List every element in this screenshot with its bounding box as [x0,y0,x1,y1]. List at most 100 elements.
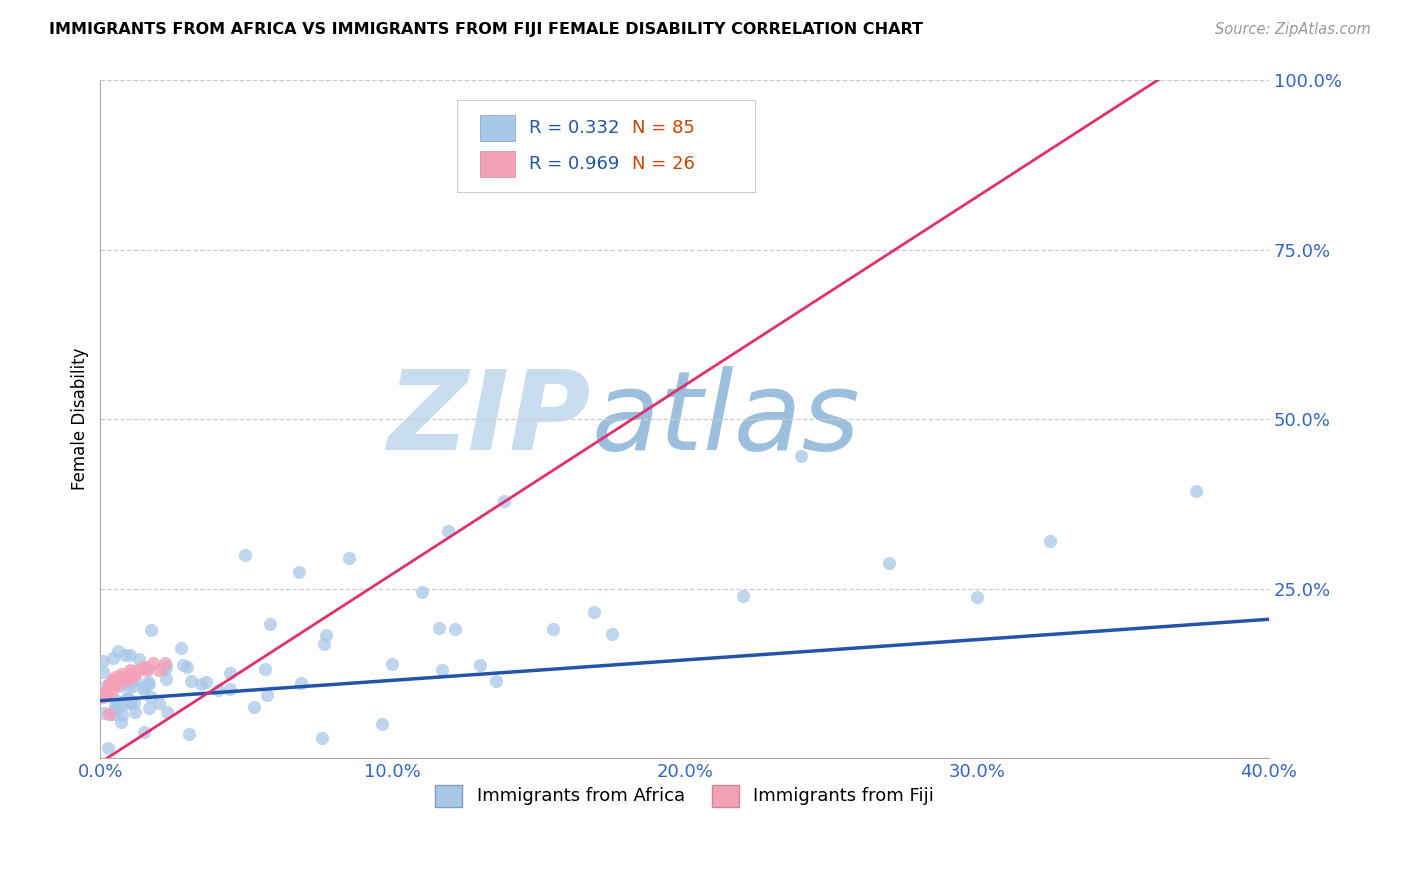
Point [96,680,118,694]
Point [104,670,127,684]
Point [731,590,754,604]
Point [156,706,179,720]
Point [91,690,114,705]
Point [104,692,127,706]
FancyBboxPatch shape [457,100,755,192]
Point [117,690,139,705]
Text: N = 26: N = 26 [633,155,695,173]
Text: IMMIGRANTS FROM AFRICA VS IMMIGRANTS FROM FIJI FEMALE DISABILITY CORRELATION CHA: IMMIGRANTS FROM AFRICA VS IMMIGRANTS FRO… [49,22,924,37]
Point [411,585,433,599]
Point [290,675,312,690]
Point [96,687,118,701]
Text: R = 0.969: R = 0.969 [529,155,620,173]
Point [101,683,124,698]
Point [120,696,142,710]
Point [136,663,159,677]
Point [132,683,155,698]
Point [877,556,900,570]
Point [259,616,281,631]
Point [371,717,394,731]
Point [98,680,121,694]
Point [118,663,141,677]
Point [128,651,150,665]
Point [110,715,132,730]
Point [118,666,141,681]
Point [115,691,138,706]
Point [121,670,143,684]
Point [468,658,491,673]
Point [91,654,114,668]
Point [138,674,160,689]
Point [494,493,516,508]
Point [177,727,200,741]
Point [315,628,337,642]
Point [172,658,194,673]
Point [253,661,276,675]
Point [103,706,125,721]
Text: R = 0.332: R = 0.332 [529,120,620,137]
Point [98,707,121,722]
Point [155,658,177,673]
Bar [479,115,515,141]
Point [136,661,159,675]
Point [124,705,146,719]
Point [311,731,333,745]
Point [110,679,132,693]
Point [1039,533,1062,548]
Point [107,673,129,688]
Point [218,666,240,681]
Point [180,673,202,688]
Point [111,708,134,723]
Point [243,700,266,714]
Y-axis label: Female Disability: Female Disability [72,348,89,491]
Point [118,648,141,662]
Point [443,622,465,636]
Point [432,664,454,678]
Point [104,703,127,717]
Point [112,698,135,712]
Point [256,688,278,702]
Point [104,677,127,691]
Point [288,565,311,579]
Point [104,673,127,687]
Point [314,637,336,651]
Point [91,665,114,679]
Point [790,450,813,464]
Point [194,674,217,689]
Point [966,590,988,604]
Point [148,663,170,677]
Point [103,650,125,665]
Point [600,627,623,641]
Text: N = 85: N = 85 [633,120,695,137]
Point [485,674,508,689]
Point [155,673,177,687]
Point [98,677,121,691]
Point [132,681,155,695]
Point [93,706,115,720]
Point [176,660,198,674]
Bar [479,152,515,177]
Point [170,640,193,655]
Point [115,673,138,688]
Point [101,673,124,688]
Point [138,701,160,715]
Point [141,624,163,638]
Point [110,670,132,684]
Point [148,696,170,710]
Point [190,676,212,690]
Point [138,677,160,691]
Point [142,657,165,671]
Text: Source: ZipAtlas.com: Source: ZipAtlas.com [1215,22,1371,37]
Point [124,666,146,681]
Point [337,551,360,566]
Point [218,681,240,696]
Point [429,621,451,635]
Point [127,663,149,677]
Point [96,683,118,698]
Point [110,666,132,681]
Point [111,695,134,709]
Point [107,644,129,658]
Point [132,725,155,739]
Point [541,622,564,636]
Point [97,740,120,755]
